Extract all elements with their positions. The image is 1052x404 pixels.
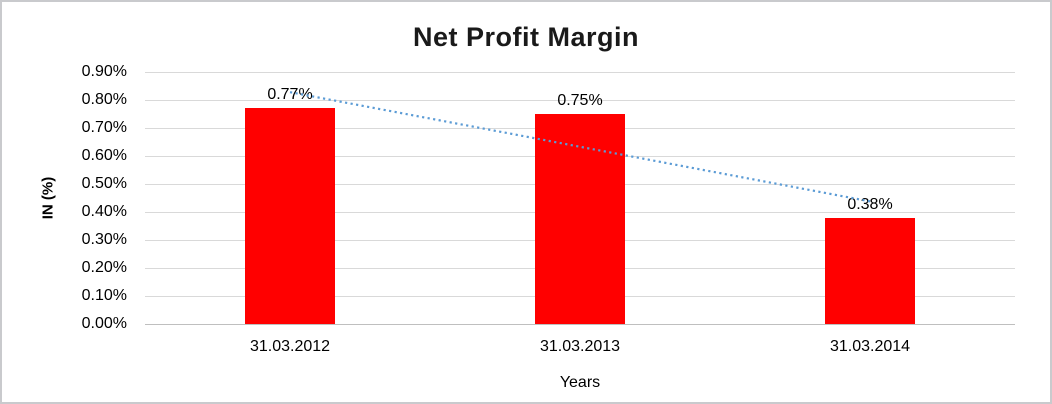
plot-area: 0.77% 0.75% 0.38% — [145, 71, 1015, 325]
bar-31.03.2013 — [535, 114, 625, 324]
chart-title: Net Profit Margin — [412, 22, 639, 52]
x-axis-line — [145, 323, 1015, 325]
x-tick-label: 31.03.2014 — [829, 338, 911, 355]
data-label: 0.77% — [267, 86, 313, 104]
y-tick-label: 0.80% — [81, 91, 127, 108]
y-tick-label: 0.40% — [81, 203, 127, 220]
y-tick-label: 0.30% — [81, 231, 127, 248]
y-tick-label: 0.60% — [81, 147, 127, 164]
x-axis-title: Years — [559, 374, 601, 391]
x-tick-label: 31.03.2012 — [249, 338, 331, 355]
data-label: 0.38% — [847, 195, 893, 213]
y-tick-label: 0.70% — [81, 119, 127, 136]
y-tick-label: 0.50% — [81, 175, 127, 192]
gridline — [145, 71, 1015, 73]
y-tick-label: 0.90% — [81, 63, 127, 80]
y-tick-label: 0.00% — [81, 315, 127, 332]
x-tick-label: 31.03.2013 — [539, 338, 621, 355]
bar-31.03.2014 — [825, 217, 915, 324]
y-tick-label: 0.10% — [81, 287, 127, 304]
data-label: 0.75% — [557, 92, 603, 109]
bar-31.03.2012 — [245, 108, 335, 324]
y-tick-label: 0.20% — [81, 259, 127, 276]
